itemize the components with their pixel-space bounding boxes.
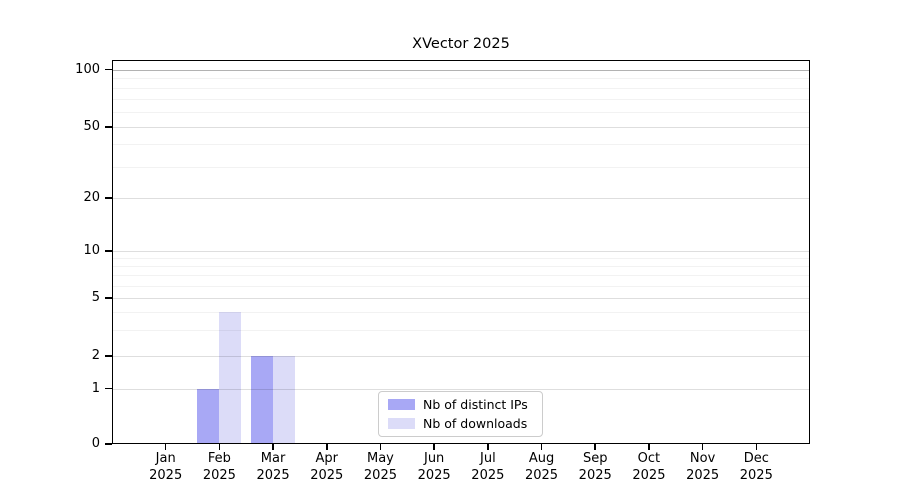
plot-area (112, 60, 810, 444)
x-tick-mark (701, 444, 704, 450)
legend-label-distinct-ips: Nb of distinct IPs (423, 397, 528, 412)
y-tick-label: 20 (83, 190, 100, 205)
y-tick-mark (105, 250, 112, 252)
bar-mar-downloads (273, 356, 296, 444)
y-tick-label: 1 (91, 380, 100, 396)
y-tick-mark (105, 443, 112, 445)
x-tick-label: Jun 2025 (417, 451, 451, 483)
legend-item-distinct-ips: Nb of distinct IPs (388, 397, 533, 412)
gridline-minor (112, 266, 810, 268)
gridline-major (112, 298, 810, 299)
y-tick-mark (105, 387, 112, 390)
x-tick-mark (648, 444, 650, 450)
y-tick-mark (105, 355, 112, 357)
legend-swatch-distinct-ips-icon (388, 399, 415, 410)
y-tick-mark (105, 68, 112, 71)
gridline-major (112, 69, 810, 71)
gridline-major (112, 356, 810, 357)
y-tick-label: 100 (75, 61, 100, 77)
x-tick-mark (164, 444, 167, 450)
x-tick-label: Mar 2025 (256, 451, 290, 483)
x-tick-label: Aug 2025 (524, 451, 559, 483)
x-tick-label: Apr 2025 (310, 451, 344, 483)
gridline-major (112, 198, 810, 199)
gridline-minor (112, 330, 810, 332)
x-tick-label: Nov 2025 (686, 451, 720, 483)
x-tick-mark (272, 444, 274, 450)
gridline-major (112, 388, 810, 390)
x-tick-label: Oct 2025 (632, 451, 666, 483)
gridline-minor (112, 166, 810, 168)
x-tick-mark (433, 444, 435, 450)
x-tick-mark (218, 444, 221, 450)
x-tick-label: Sep 2025 (578, 451, 612, 483)
legend-label-downloads: Nb of downloads (423, 416, 528, 431)
gridline-major (112, 127, 810, 128)
y-tick-mark (105, 126, 112, 128)
bars-layer (112, 60, 810, 444)
y-tick-mark (105, 197, 112, 199)
x-tick-label: May 2025 (363, 451, 397, 483)
gridline-minor (112, 99, 810, 101)
gridline-minor (112, 144, 810, 146)
gridline-minor (112, 258, 810, 260)
bar-feb-distinct-ips (197, 388, 220, 444)
bar-feb-downloads (219, 312, 242, 444)
y-tick-label: 5 (91, 290, 100, 305)
gridline-minor (112, 312, 810, 314)
x-tick-mark (379, 444, 382, 450)
gridline-minor (112, 275, 810, 277)
chart-title: XVector 2025 (412, 36, 510, 52)
x-tick-mark (755, 444, 758, 450)
grid-layer (112, 60, 810, 444)
legend-item-downloads: Nb of downloads (388, 416, 533, 431)
x-tick-label: Jan 2025 (149, 451, 183, 483)
gridline-minor (112, 285, 810, 287)
gridline-minor (112, 78, 810, 80)
x-tick-mark (487, 444, 489, 450)
y-tick-label: 10 (83, 243, 100, 258)
x-tick-mark (540, 444, 543, 450)
plot-border (112, 60, 810, 444)
gridline-major (112, 251, 810, 252)
legend-swatch-downloads-icon (388, 418, 415, 429)
x-tick-label: Feb 2025 (202, 451, 236, 483)
y-tick-mark (105, 297, 112, 299)
bar-mar-distinct-ips (251, 356, 274, 444)
legend: Nb of distinct IPs Nb of downloads (378, 391, 543, 437)
x-tick-mark (326, 444, 328, 450)
x-tick-mark (594, 444, 596, 450)
x-tick-label: Jul 2025 (471, 451, 505, 483)
y-tick-label: 0 (91, 436, 100, 451)
y-tick-label: 50 (83, 119, 100, 134)
y-tick-label: 2 (91, 348, 100, 363)
x-tick-label: Dec 2025 (739, 451, 773, 483)
gridline-minor (112, 88, 810, 89)
gridline-minor (112, 111, 810, 113)
